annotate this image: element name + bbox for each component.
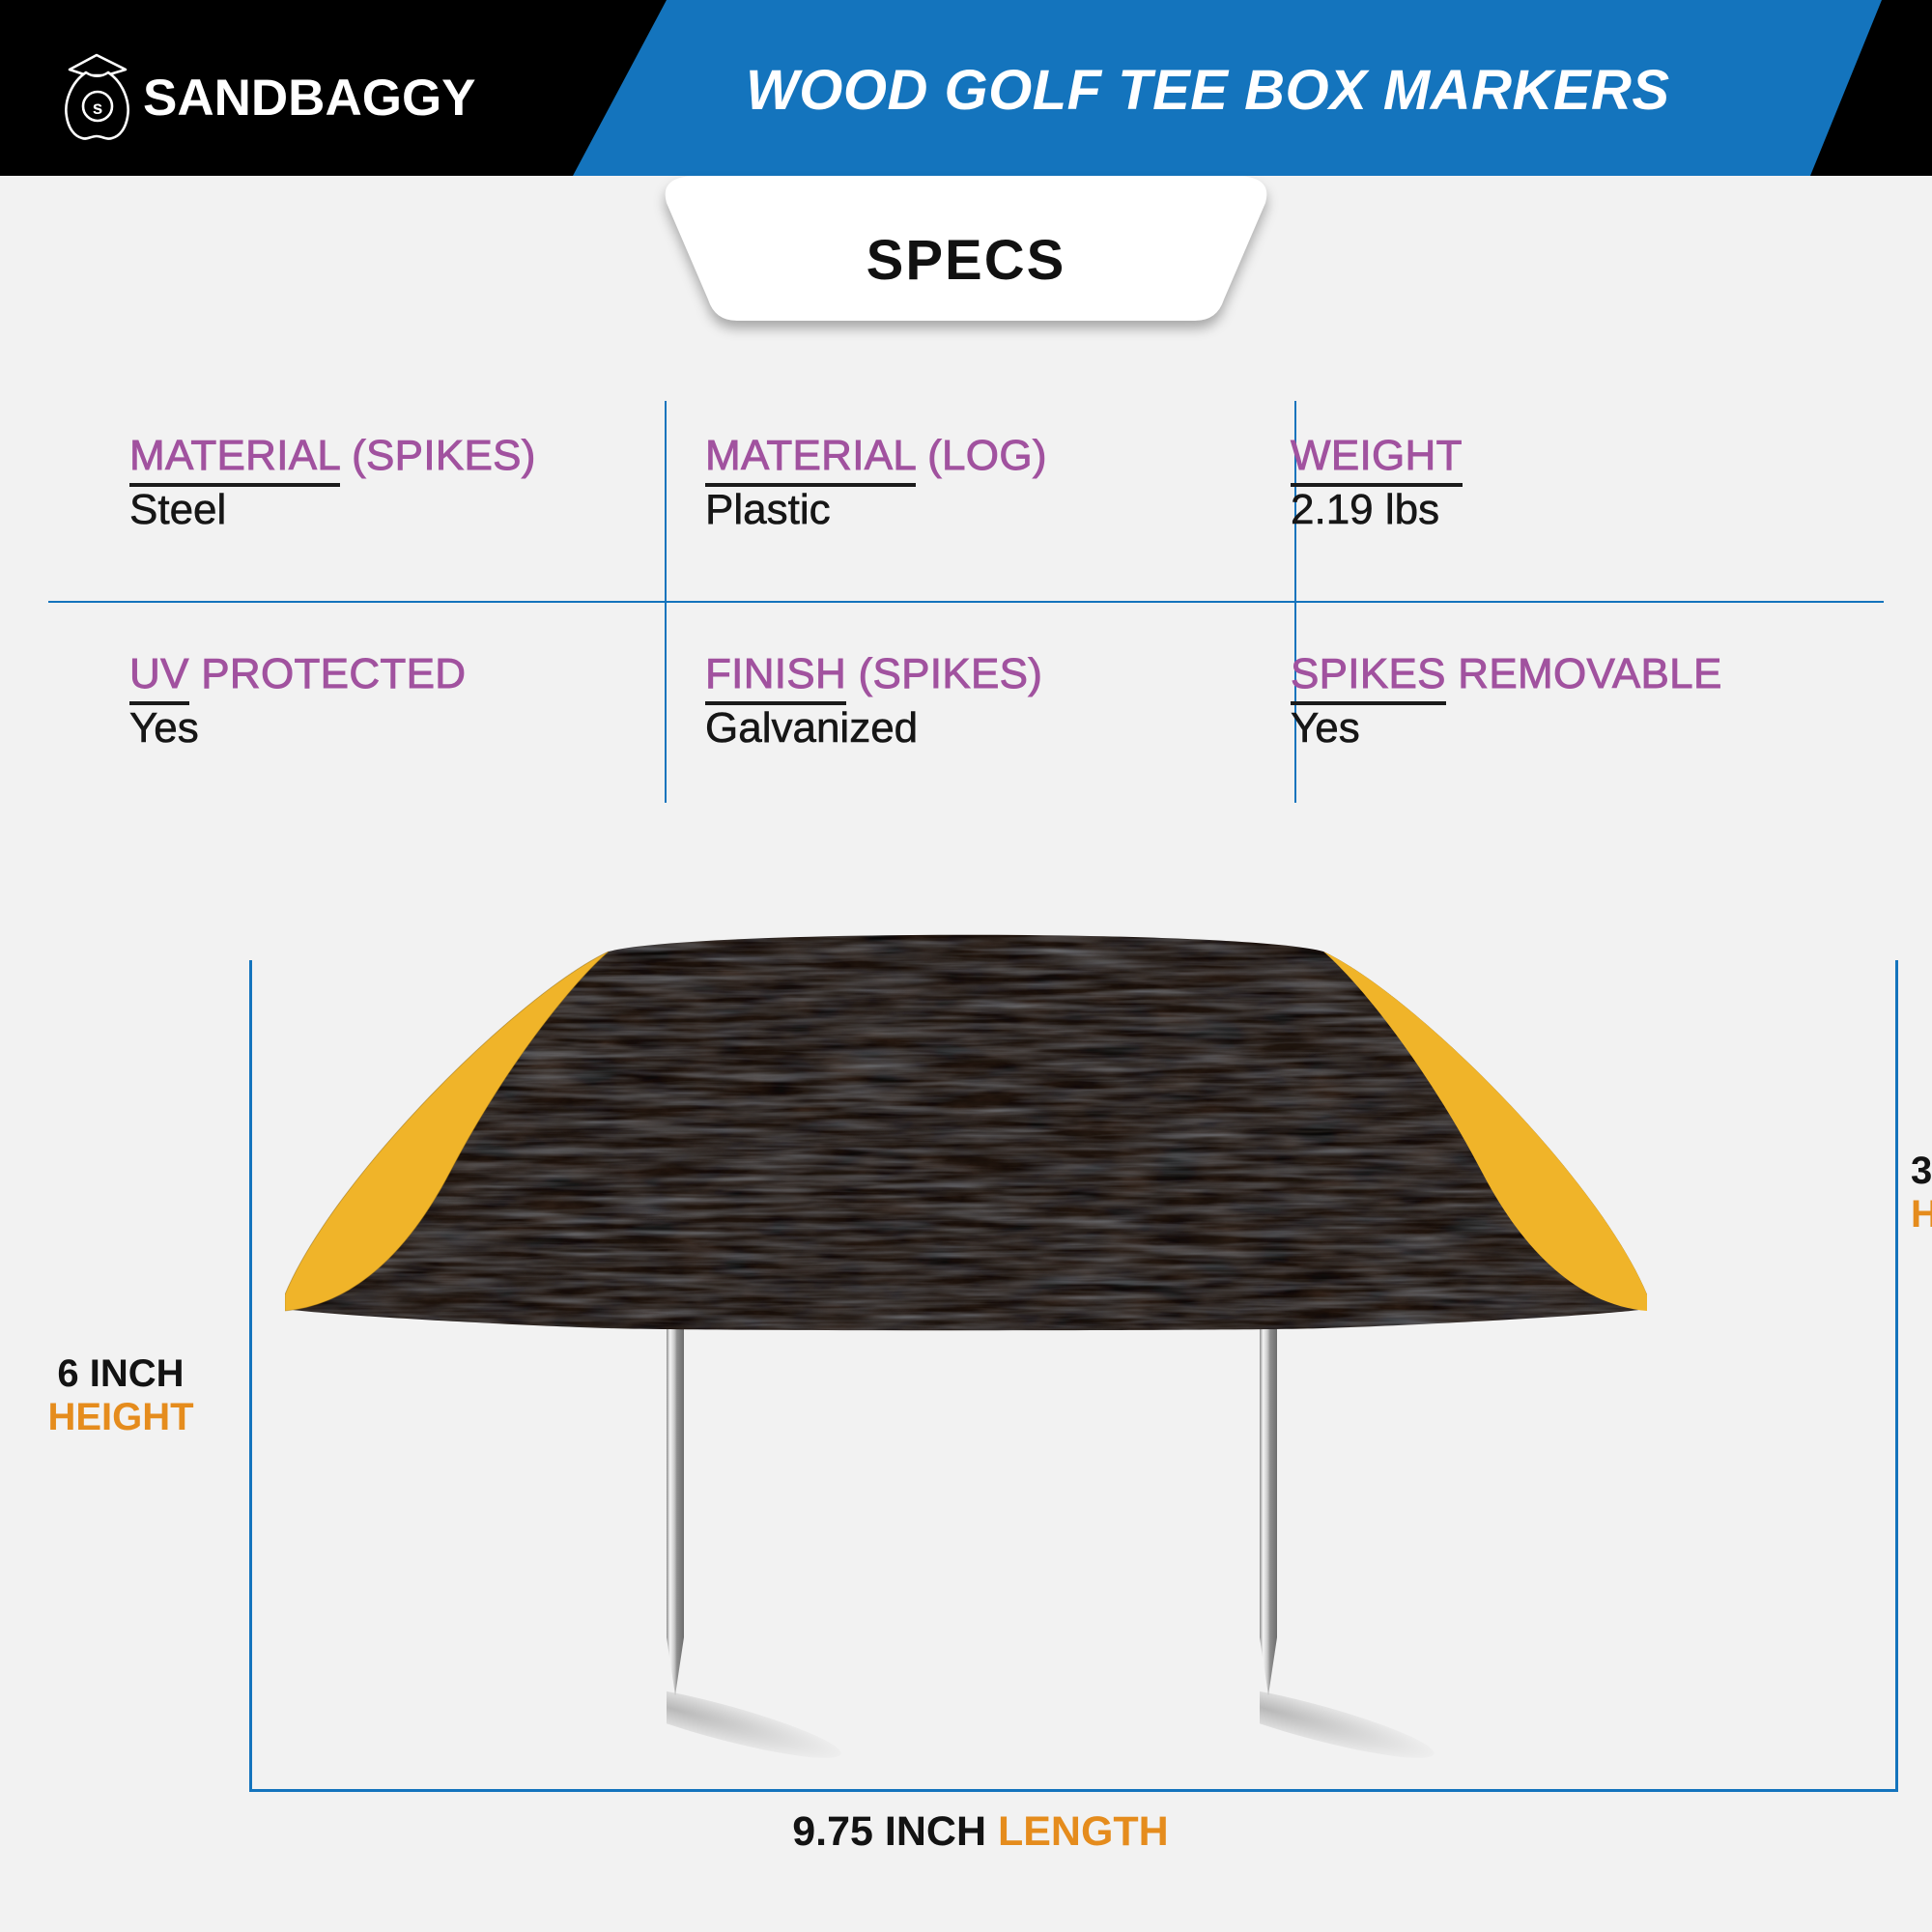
svg-text:SANDBAGGY: SANDBAGGY bbox=[143, 70, 476, 127]
svg-text:s: s bbox=[93, 99, 103, 119]
